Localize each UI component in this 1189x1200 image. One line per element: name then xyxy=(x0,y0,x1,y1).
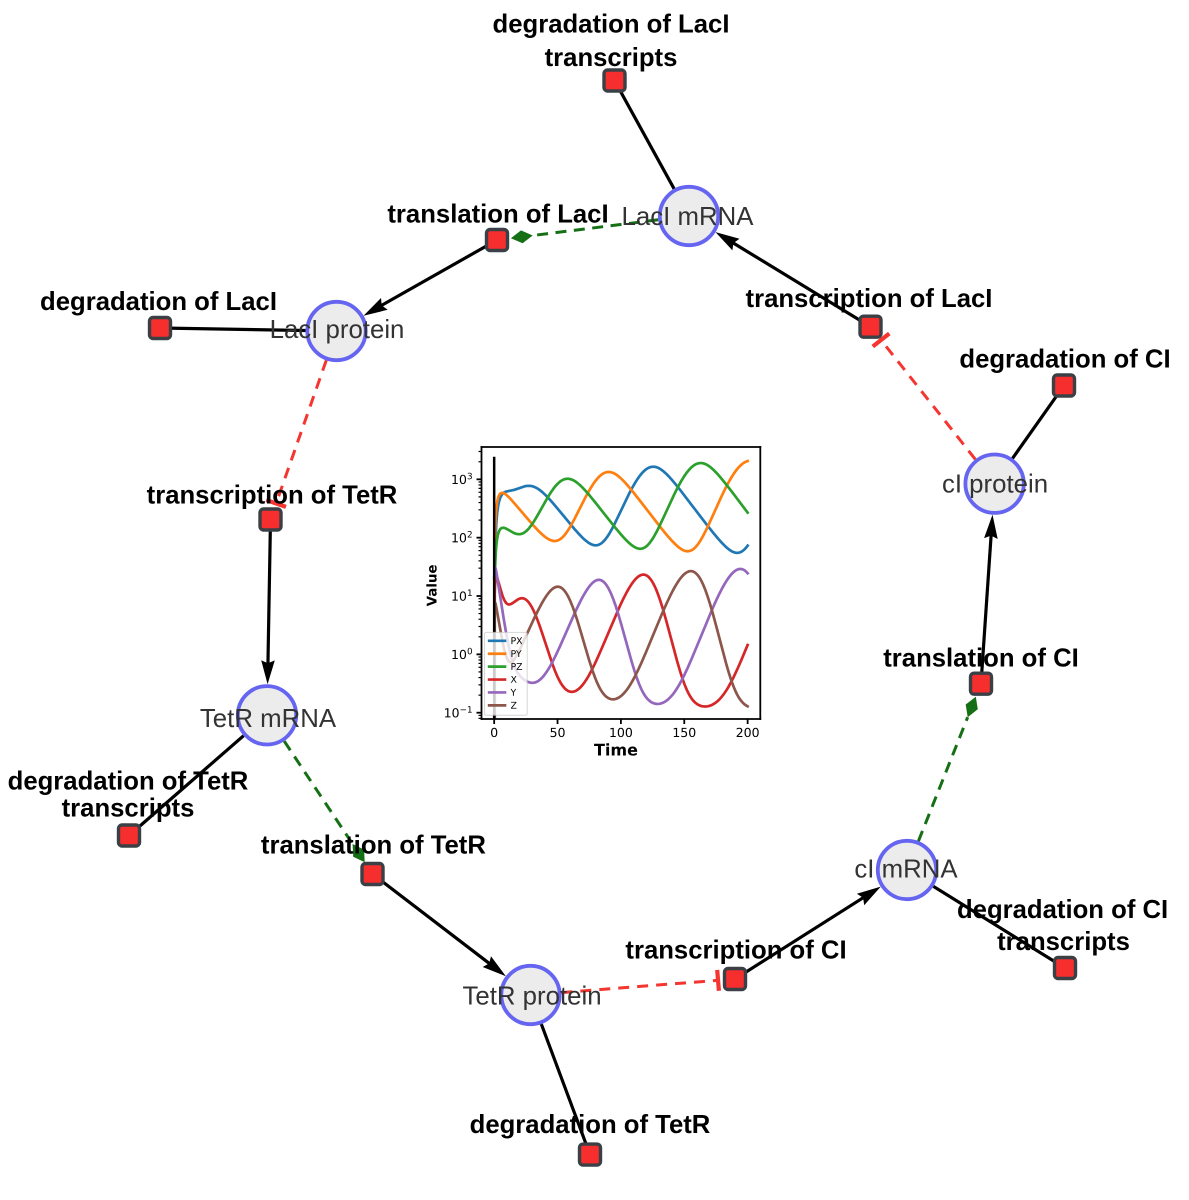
svg-text:translation of TetR: translation of TetR xyxy=(261,832,486,860)
svg-text:degradation of CI: degradation of CI xyxy=(959,346,1170,374)
svg-text:LacI mRNA: LacI mRNA xyxy=(622,203,755,231)
svg-text:degradation of TetR: degradation of TetR xyxy=(8,767,249,795)
svg-text:transcripts: transcripts xyxy=(545,44,678,72)
svg-text:cI protein: cI protein xyxy=(942,471,1048,499)
svg-text:LacI protein: LacI protein xyxy=(270,316,405,344)
svg-text:transcription of TetR: transcription of TetR xyxy=(147,482,398,510)
svg-text:transcripts: transcripts xyxy=(997,928,1130,956)
svg-text:translation of CI: translation of CI xyxy=(883,644,1079,672)
svg-text:transcripts: transcripts xyxy=(62,795,195,823)
svg-text:TetR protein: TetR protein xyxy=(462,983,601,1011)
svg-text:TetR mRNA: TetR mRNA xyxy=(200,705,337,733)
svg-text:degradation of LacI: degradation of LacI xyxy=(493,11,730,39)
svg-text:cI mRNA: cI mRNA xyxy=(854,855,958,883)
svg-text:degradation of CI: degradation of CI xyxy=(957,896,1168,924)
svg-text:transcription of CI: transcription of CI xyxy=(625,937,846,965)
svg-text:degradation of TetR: degradation of TetR xyxy=(470,1111,711,1139)
svg-text:transcription of LacI: transcription of LacI xyxy=(746,285,993,313)
svg-text:translation of LacI: translation of LacI xyxy=(387,200,608,228)
svg-text:degradation of LacI: degradation of LacI xyxy=(40,288,277,316)
